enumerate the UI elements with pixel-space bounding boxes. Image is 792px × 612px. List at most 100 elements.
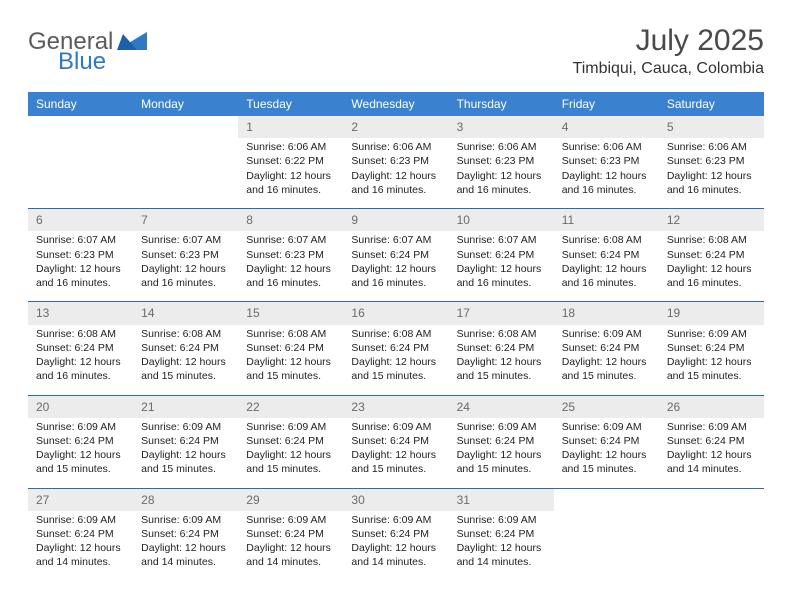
daylight-text-1: Daylight: 12 hours bbox=[562, 169, 651, 183]
sunset-text: Sunset: 6:24 PM bbox=[351, 248, 440, 262]
daylight-text-2: and 15 minutes. bbox=[457, 462, 546, 476]
day-number: 14 bbox=[133, 302, 238, 324]
sunrise-text: Sunrise: 6:06 AM bbox=[667, 140, 756, 154]
daylight-text-2: and 15 minutes. bbox=[667, 369, 756, 383]
day-cell: Sunrise: 6:07 AMSunset: 6:23 PMDaylight:… bbox=[238, 231, 343, 301]
sunset-text: Sunset: 6:23 PM bbox=[562, 154, 651, 168]
daylight-text-2: and 15 minutes. bbox=[246, 369, 335, 383]
sunset-text: Sunset: 6:24 PM bbox=[141, 341, 230, 355]
sunrise-text: Sunrise: 6:08 AM bbox=[246, 327, 335, 341]
daylight-text-1: Daylight: 12 hours bbox=[351, 262, 440, 276]
day-number: 15 bbox=[238, 302, 343, 324]
sunset-text: Sunset: 6:24 PM bbox=[141, 434, 230, 448]
daylight-text-2: and 16 minutes. bbox=[351, 183, 440, 197]
day-cell: Sunrise: 6:07 AMSunset: 6:24 PMDaylight:… bbox=[449, 231, 554, 301]
sunset-text: Sunset: 6:24 PM bbox=[457, 434, 546, 448]
daylight-text-2: and 14 minutes. bbox=[246, 555, 335, 569]
daylight-text-2: and 14 minutes. bbox=[141, 555, 230, 569]
daylight-text-2: and 16 minutes. bbox=[141, 276, 230, 290]
daylight-text-1: Daylight: 12 hours bbox=[457, 541, 546, 555]
daylight-text-1: Daylight: 12 hours bbox=[141, 448, 230, 462]
day-cell bbox=[28, 138, 133, 208]
daylight-text-1: Daylight: 12 hours bbox=[141, 355, 230, 369]
sunrise-text: Sunrise: 6:09 AM bbox=[141, 420, 230, 434]
day-number: 13 bbox=[28, 302, 133, 324]
sunrise-text: Sunrise: 6:08 AM bbox=[562, 233, 651, 247]
weekday-header: Monday bbox=[133, 92, 238, 116]
day-cell: Sunrise: 6:07 AMSunset: 6:24 PMDaylight:… bbox=[343, 231, 448, 301]
daylight-text-2: and 14 minutes. bbox=[667, 462, 756, 476]
day-cell: Sunrise: 6:07 AMSunset: 6:23 PMDaylight:… bbox=[133, 231, 238, 301]
empty-day bbox=[659, 489, 764, 510]
daylight-text-1: Daylight: 12 hours bbox=[562, 355, 651, 369]
sunrise-text: Sunrise: 6:09 AM bbox=[36, 420, 125, 434]
day-cell: Sunrise: 6:09 AMSunset: 6:24 PMDaylight:… bbox=[28, 511, 133, 581]
daylight-text-2: and 16 minutes. bbox=[667, 183, 756, 197]
day-number: 9 bbox=[343, 209, 448, 231]
daylight-text-2: and 15 minutes. bbox=[246, 462, 335, 476]
header: General Blue July 2025 Timbiqui, Cauca, … bbox=[28, 20, 764, 86]
weekday-header: Tuesday bbox=[238, 92, 343, 116]
day-cell: Sunrise: 6:06 AMSunset: 6:23 PMDaylight:… bbox=[659, 138, 764, 208]
empty-day bbox=[133, 116, 238, 137]
empty-day bbox=[554, 489, 659, 510]
day-cell: Sunrise: 6:06 AMSunset: 6:23 PMDaylight:… bbox=[449, 138, 554, 208]
daylight-text-1: Daylight: 12 hours bbox=[246, 541, 335, 555]
daylight-text-2: and 16 minutes. bbox=[246, 183, 335, 197]
day-cell: Sunrise: 6:07 AMSunset: 6:23 PMDaylight:… bbox=[28, 231, 133, 301]
day-number: 10 bbox=[449, 209, 554, 231]
day-cell: Sunrise: 6:09 AMSunset: 6:24 PMDaylight:… bbox=[133, 511, 238, 581]
daylight-text-1: Daylight: 12 hours bbox=[141, 262, 230, 276]
brand-logo: General Blue bbox=[28, 28, 147, 56]
day-number: 7 bbox=[133, 209, 238, 231]
day-cell: Sunrise: 6:09 AMSunset: 6:24 PMDaylight:… bbox=[554, 325, 659, 395]
day-cell: Sunrise: 6:09 AMSunset: 6:24 PMDaylight:… bbox=[449, 418, 554, 488]
sunset-text: Sunset: 6:24 PM bbox=[36, 527, 125, 541]
daylight-text-2: and 16 minutes. bbox=[667, 276, 756, 290]
daylight-text-2: and 15 minutes. bbox=[141, 462, 230, 476]
sunrise-text: Sunrise: 6:09 AM bbox=[562, 420, 651, 434]
day-number: 21 bbox=[133, 396, 238, 418]
day-number: 12 bbox=[659, 209, 764, 231]
day-cell: Sunrise: 6:09 AMSunset: 6:24 PMDaylight:… bbox=[133, 418, 238, 488]
daylight-text-2: and 14 minutes. bbox=[351, 555, 440, 569]
day-cell: Sunrise: 6:09 AMSunset: 6:24 PMDaylight:… bbox=[554, 418, 659, 488]
sunset-text: Sunset: 6:24 PM bbox=[246, 434, 335, 448]
daylight-text-2: and 14 minutes. bbox=[36, 555, 125, 569]
sunset-text: Sunset: 6:24 PM bbox=[351, 341, 440, 355]
daylight-text-1: Daylight: 12 hours bbox=[667, 262, 756, 276]
daylight-text-2: and 14 minutes. bbox=[457, 555, 546, 569]
daylight-text-1: Daylight: 12 hours bbox=[36, 541, 125, 555]
sunset-text: Sunset: 6:24 PM bbox=[457, 527, 546, 541]
sunset-text: Sunset: 6:23 PM bbox=[351, 154, 440, 168]
sunrise-text: Sunrise: 6:09 AM bbox=[141, 513, 230, 527]
brand-name-part2: Blue bbox=[58, 48, 106, 76]
daylight-text-1: Daylight: 12 hours bbox=[351, 169, 440, 183]
day-cell: Sunrise: 6:08 AMSunset: 6:24 PMDaylight:… bbox=[238, 325, 343, 395]
day-number: 19 bbox=[659, 302, 764, 324]
daylight-text-2: and 16 minutes. bbox=[562, 183, 651, 197]
daylight-text-1: Daylight: 12 hours bbox=[36, 448, 125, 462]
weekday-header: Sunday bbox=[28, 92, 133, 116]
daylight-text-2: and 16 minutes. bbox=[246, 276, 335, 290]
daylight-text-2: and 15 minutes. bbox=[457, 369, 546, 383]
day-cell: Sunrise: 6:08 AMSunset: 6:24 PMDaylight:… bbox=[554, 231, 659, 301]
day-cell: Sunrise: 6:08 AMSunset: 6:24 PMDaylight:… bbox=[449, 325, 554, 395]
sunset-text: Sunset: 6:24 PM bbox=[246, 527, 335, 541]
daylight-text-1: Daylight: 12 hours bbox=[457, 169, 546, 183]
day-cell: Sunrise: 6:08 AMSunset: 6:24 PMDaylight:… bbox=[343, 325, 448, 395]
daylight-text-1: Daylight: 12 hours bbox=[457, 262, 546, 276]
day-number: 20 bbox=[28, 396, 133, 418]
sunset-text: Sunset: 6:23 PM bbox=[246, 248, 335, 262]
day-number: 11 bbox=[554, 209, 659, 231]
sunrise-text: Sunrise: 6:09 AM bbox=[246, 420, 335, 434]
sunset-text: Sunset: 6:24 PM bbox=[562, 341, 651, 355]
sunset-text: Sunset: 6:24 PM bbox=[141, 527, 230, 541]
sunrise-text: Sunrise: 6:09 AM bbox=[667, 327, 756, 341]
daylight-text-1: Daylight: 12 hours bbox=[351, 448, 440, 462]
sunset-text: Sunset: 6:24 PM bbox=[667, 341, 756, 355]
day-number: 2 bbox=[343, 116, 448, 138]
day-cell: Sunrise: 6:09 AMSunset: 6:24 PMDaylight:… bbox=[28, 418, 133, 488]
sunrise-text: Sunrise: 6:07 AM bbox=[141, 233, 230, 247]
daylight-text-2: and 16 minutes. bbox=[457, 183, 546, 197]
